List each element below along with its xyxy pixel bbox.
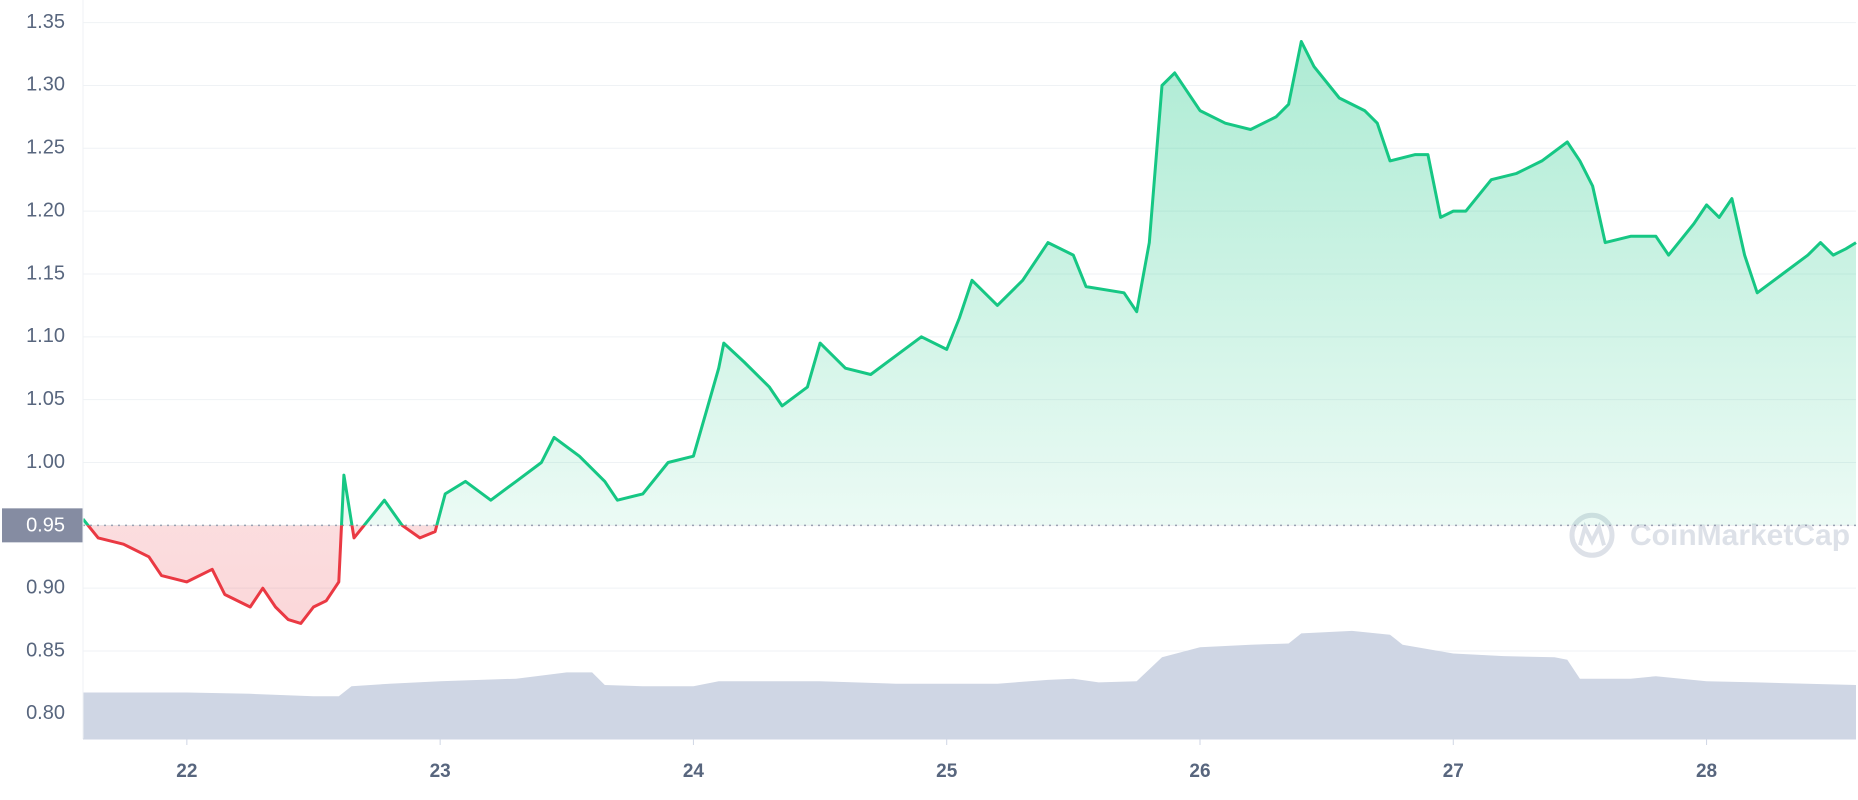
y-tick-label: 1.00 (26, 451, 65, 473)
y-tick-label: 0.95 (26, 515, 65, 537)
x-tick-label: 25 (936, 761, 958, 782)
x-tick-label: 23 (430, 761, 451, 782)
axes: 0.80 0.85 0.90 0.95 1.00 1.05 1.10 1.15 1.20 1.25… (2, 0, 1856, 782)
y-tick-label: 1.20 (26, 199, 65, 221)
x-tick-label: 22 (176, 761, 197, 782)
price-line-up (81, 40, 1857, 526)
y-tick-label: 0.90 (26, 576, 65, 598)
y-tick-label: 0.80 (26, 702, 65, 724)
y-tick-label: 1.10 (26, 325, 65, 347)
x-tick-label: 27 (1443, 761, 1464, 782)
y-tick-label: 1.30 (26, 74, 65, 96)
x-tick-label: 24 (683, 761, 705, 782)
y-tick-label: 1.15 (26, 262, 65, 284)
area-above (83, 41, 1856, 526)
baseline-label-box (2, 508, 83, 543)
y-tick-label: 1.25 (26, 137, 65, 159)
x-tick-label: 26 (1189, 761, 1210, 782)
y-tick-label: 1.05 (26, 388, 65, 410)
volume-area (83, 630, 1856, 739)
x-tick-label: 28 (1696, 761, 1717, 782)
y-tick-label: 1.35 (26, 11, 65, 33)
area-below (88, 525, 437, 624)
plot (81, 40, 1857, 739)
y-tick-label: 0.85 (26, 639, 65, 661)
